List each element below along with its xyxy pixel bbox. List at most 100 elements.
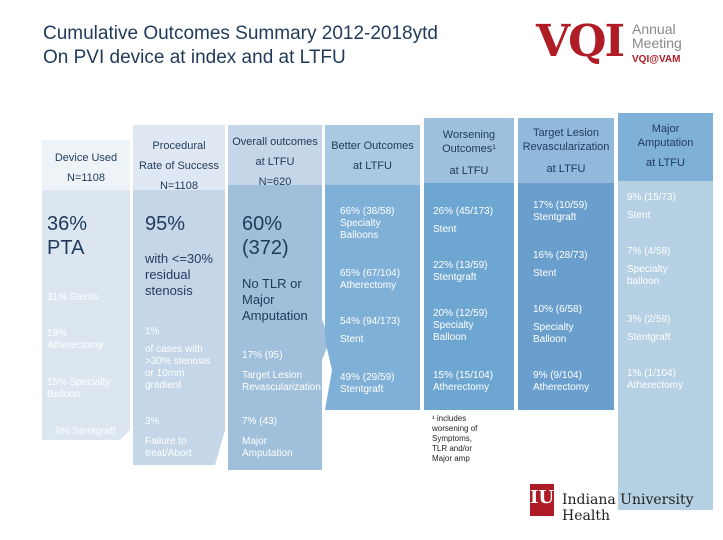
- amp-atherectomy-label: Atherectomy: [627, 380, 684, 391]
- residual-line-1: with <=30%: [145, 251, 213, 266]
- better-stent-label: Stent: [340, 334, 364, 345]
- tlr-balloon-stat: 10% (6/58): [533, 304, 582, 315]
- pta-percent: 36%: [47, 213, 88, 235]
- overall-count: (372): [242, 237, 289, 259]
- header-procedural-success: Procedural Rate of Success N=1108: [133, 136, 225, 196]
- col5-header-bg: [424, 118, 514, 183]
- tlr-line-2: Revascularization: [242, 382, 321, 393]
- col5-bg: [424, 118, 514, 410]
- header-line: Major: [651, 123, 680, 135]
- col6-bg: [518, 118, 614, 410]
- vqi-brand: VQI: [536, 16, 625, 67]
- vam-label: VQI@VAM: [632, 54, 681, 65]
- title-line-2: On PVI device at index and at LTFU: [43, 47, 346, 68]
- stentgraft-share: 9% Stentgraft: [55, 426, 116, 437]
- header-line: Rate of Success: [138, 160, 220, 172]
- better-atherectomy-label: Atherectomy: [340, 280, 397, 291]
- tlr-stent-label: Stent: [533, 268, 557, 279]
- stenosis-line-1: of cases with: [145, 344, 203, 355]
- iu-health-logo: IU Indiana University Health: [530, 484, 715, 524]
- better-balloon-stat: 66% (38/58): [340, 206, 395, 217]
- no-tlr-line-3: Amputation: [242, 308, 308, 323]
- tlr-atherectomy-stat: 9% (9/104): [533, 370, 582, 381]
- worse-atherectomy-label: Atherectomy: [433, 382, 490, 393]
- header-line: Better Outcomes: [331, 140, 414, 152]
- iu-trident-icon: IU: [530, 484, 554, 516]
- stents-share: 31% Stents: [47, 292, 99, 303]
- header-major-amputation: Major Amputation at LTFU: [618, 122, 713, 170]
- tlr-balloon-line-1: Specialty: [533, 322, 574, 333]
- header-worsening-outcomes: Worsening Outcomes¹ at LTFU: [424, 128, 514, 178]
- footnote-line: TLR and/or: [432, 444, 473, 453]
- col7-bg: [618, 113, 713, 510]
- amp-stent-label: Stent: [627, 210, 651, 221]
- col4-header-bg: [325, 125, 420, 185]
- stenosis-line-3: or 10mm: [145, 368, 185, 379]
- iu-health-name: Indiana University Health: [562, 492, 694, 524]
- worse-atherectomy-stat: 15% (15/104): [433, 370, 494, 381]
- header-line: N=620: [258, 176, 292, 188]
- tlr-stentgraft-stat: 17% (10/59): [533, 200, 588, 211]
- failure-line-2: treat/Abort: [145, 448, 192, 459]
- better-stentgraft-label: Stentgraft: [340, 384, 384, 395]
- tlr-line-1: Target Lesion: [242, 370, 303, 381]
- pta-label: PTA: [47, 237, 85, 259]
- overall-percent: 60%: [242, 213, 283, 235]
- header-line: Device Used: [54, 152, 118, 164]
- amp-balloon-stat: 7% (4/58): [627, 246, 671, 257]
- worse-balloon-line-2: Balloon: [433, 332, 467, 343]
- header-line: Overall outcomes: [232, 136, 318, 148]
- worse-stentgraft-label: Stentgraft: [433, 272, 477, 283]
- col2-bg: [133, 125, 225, 465]
- header-target-lesion: Target Lesion Revascularization at LTFU: [518, 126, 614, 176]
- amp-stentgraft-label: Stentgraft: [627, 332, 671, 343]
- col1-header-bg: [42, 140, 130, 190]
- amp-balloon-line-1: Specialty: [627, 264, 668, 275]
- annual-label: Annual: [632, 21, 676, 37]
- better-balloon-line-2: Balloons: [340, 230, 379, 241]
- residual-line-3: stenosis: [145, 283, 193, 298]
- header-line: at LTFU: [546, 163, 586, 175]
- header-device-used: Device Used N=1108: [42, 148, 130, 188]
- atherectomy-share: 19%: [47, 328, 68, 339]
- stenosis-line-2: >30% stenosis: [145, 356, 211, 367]
- header-line: N=1108: [66, 172, 106, 184]
- tlr-balloon-line-2: Balloon: [533, 334, 567, 345]
- better-stentgraft-stat: 49% (29/59): [340, 372, 395, 383]
- stenosis-line-4: gradient: [145, 380, 182, 391]
- col4-bg: [325, 125, 420, 410]
- header-line: Revascularization: [522, 141, 610, 153]
- tlr-stentgraft-label: Stentgraft: [533, 212, 577, 223]
- footnote-line: ¹ includes: [432, 414, 467, 423]
- residual-line-2: residual: [145, 267, 191, 282]
- better-atherectomy-stat: 65% (67/104): [340, 268, 401, 279]
- tlr-percent: 17% (95): [242, 350, 283, 361]
- worse-stent-stat: 26% (45/173): [433, 206, 494, 217]
- better-stent-stat: 54% (94/173): [340, 316, 401, 327]
- header-line: Worsening: [442, 129, 496, 141]
- footnote-line: Major amp: [432, 454, 470, 463]
- annual-meeting-text: Annual Meeting: [632, 22, 682, 50]
- footnote-line: Symptoms,: [432, 434, 473, 443]
- worse-stent-label: Stent: [433, 224, 457, 235]
- header-line: at LTFU: [255, 156, 295, 168]
- amp-atherectomy-stat: 1% (1/104): [627, 368, 676, 379]
- footnote-box: ¹ includes worsening of Symptoms, TLR an…: [430, 412, 496, 485]
- stenosis-percent: 1%: [145, 326, 160, 337]
- col1-bg: [42, 140, 130, 440]
- amputation-percent: 7% (43): [242, 416, 278, 427]
- col6-header-bg: [518, 118, 614, 183]
- worse-balloon-stat: 20% (12/59): [433, 308, 488, 319]
- meeting-label: Meeting: [632, 35, 682, 51]
- header-line: Procedural: [152, 140, 206, 152]
- better-balloon-line-1: Specialty: [340, 218, 381, 229]
- vqi-logo: VQI Annual Meeting VQI@VAM: [532, 16, 712, 74]
- amp-balloon-line-2: balloon: [627, 276, 660, 287]
- success-percent: 95%: [145, 213, 186, 235]
- header-line: at LTFU: [449, 165, 489, 177]
- no-tlr-line-1: No TLR or: [242, 276, 302, 291]
- header-line: Target Lesion: [532, 127, 600, 139]
- col3-header-bg: [228, 125, 322, 185]
- header-overall-outcomes: Overall outcomes at LTFU N=620: [228, 132, 322, 192]
- amputation-line-1: Major: [242, 436, 268, 447]
